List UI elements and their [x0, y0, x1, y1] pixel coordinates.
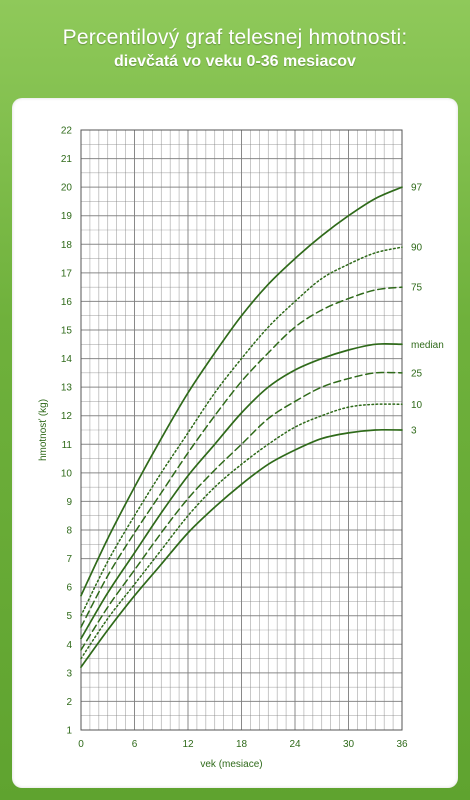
series-label-75: 75	[411, 283, 423, 294]
series-label-median: median	[411, 340, 444, 351]
series-label-97: 97	[411, 183, 423, 194]
chart-header: Percentilový graf telesnej hmotnosti: di…	[0, 0, 470, 92]
y-tick-label: 18	[61, 240, 73, 251]
series-label-3: 3	[411, 426, 417, 437]
series-label-25: 25	[411, 368, 423, 379]
y-tick-label: 20	[61, 183, 73, 194]
series-line-25	[80, 371, 403, 651]
y-tick-label: 17	[61, 268, 73, 279]
x-tick-label: 36	[396, 739, 408, 750]
y-tick-label: 1	[66, 726, 72, 737]
y-axis-label: hmotnosť (kg)	[38, 399, 49, 461]
series-label-10: 10	[411, 400, 423, 411]
series-line-median	[80, 343, 403, 640]
series-line-75	[80, 286, 403, 628]
y-tick-label: 10	[61, 468, 73, 479]
y-tick-label: 3	[66, 668, 72, 679]
chart-subtitle: dievčatá vo veku 0-36 mesiacov	[114, 53, 356, 70]
x-tick-label: 30	[343, 739, 355, 750]
y-tick-label: 13	[61, 383, 73, 394]
y-tick-label: 21	[61, 154, 73, 165]
y-tick-label: 14	[61, 354, 73, 365]
y-tick-label: 22	[61, 126, 73, 137]
x-axis-label: vek (mesiace)	[200, 759, 262, 770]
y-tick-label: 9	[66, 497, 72, 508]
y-tick-label: 2	[66, 697, 72, 708]
y-tick-label: 6	[66, 583, 72, 594]
y-tick-label: 4	[66, 640, 72, 651]
y-tick-label: 5	[66, 611, 72, 622]
x-tick-label: 0	[78, 739, 84, 750]
x-tick-label: 6	[132, 739, 138, 750]
series-line-10	[80, 403, 403, 660]
y-tick-label: 8	[66, 526, 72, 537]
y-tick-label: 15	[61, 326, 73, 337]
y-tick-label: 11	[62, 440, 73, 451]
y-tick-label: 12	[61, 411, 73, 422]
series-label-90: 90	[411, 243, 423, 254]
x-tick-label: 12	[182, 739, 194, 750]
x-tick-label: 24	[289, 739, 301, 750]
series-line-3	[80, 428, 403, 668]
y-tick-label: 19	[61, 211, 73, 222]
series-line-90	[80, 246, 403, 617]
y-tick-label: 7	[66, 554, 72, 565]
x-tick-label: 18	[236, 739, 248, 750]
y-tick-label: 16	[61, 297, 73, 308]
chart-title: Percentilový graf telesnej hmotnosti:	[62, 26, 408, 49]
series-line-97	[80, 186, 403, 597]
